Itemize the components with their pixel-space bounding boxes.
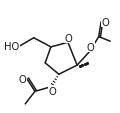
Text: HO: HO [4, 42, 20, 52]
Text: O: O [102, 18, 109, 28]
Text: O: O [65, 33, 72, 43]
Text: O: O [86, 42, 94, 52]
Text: O: O [48, 86, 56, 96]
Text: O: O [18, 74, 26, 84]
